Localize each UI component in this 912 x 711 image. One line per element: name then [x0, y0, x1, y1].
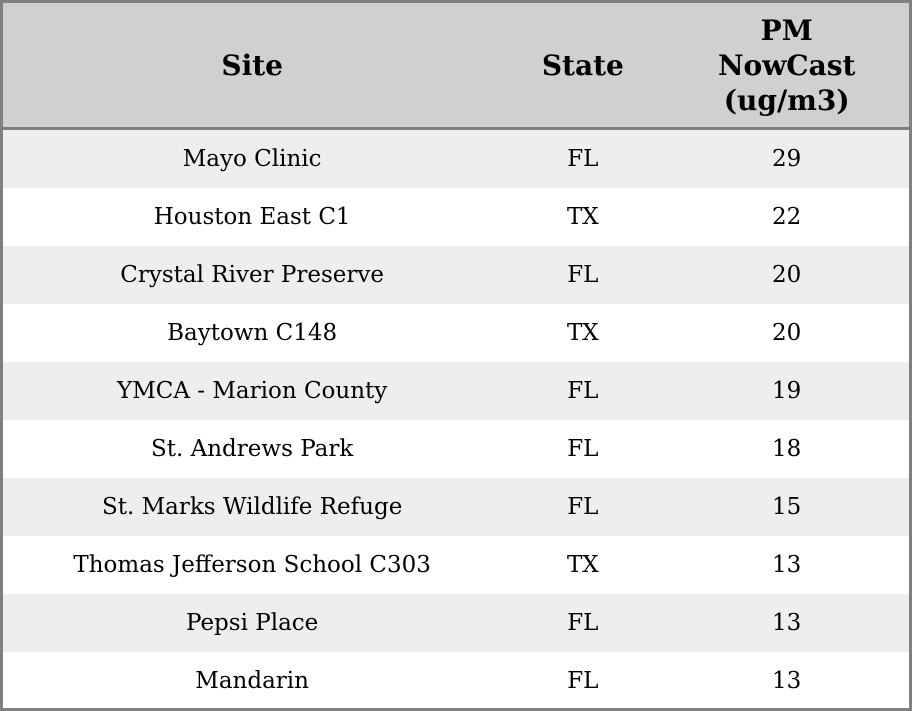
pm-cell: 20 — [772, 262, 802, 288]
pm-cell: 18 — [772, 436, 802, 462]
site-cell: Houston East C1 — [153, 204, 351, 230]
site-cell: Baytown C148 — [167, 320, 338, 346]
site-cell: Pepsi Place — [186, 610, 319, 636]
pm-cell: 13 — [772, 552, 802, 578]
table-row: St. Andrews Park FL 18 — [3, 420, 909, 478]
site-cell: St. Andrews Park — [151, 436, 354, 462]
table-row: Houston East C1 TX 22 — [3, 188, 909, 246]
table-row: St. Marks Wildlife Refuge FL 15 — [3, 478, 909, 536]
pm-cell: 29 — [772, 146, 802, 172]
table-header: Site State PM NowCast (ug/m3) — [3, 3, 909, 130]
table-row: Crystal River Preserve FL 20 — [3, 246, 909, 304]
col-header-pm-line1: PM — [760, 13, 813, 47]
pm-nowcast-table-grid: Site State PM NowCast (ug/m3) Mayo Clini… — [3, 3, 909, 708]
pm-cell: 19 — [772, 378, 802, 404]
state-cell: FL — [567, 668, 599, 694]
table-row: Pepsi Place FL 13 — [3, 594, 909, 652]
header-row: Site State PM NowCast (ug/m3) — [3, 3, 909, 130]
col-header-site: Site — [3, 3, 502, 130]
state-cell: TX — [566, 320, 599, 346]
state-cell: TX — [566, 204, 599, 230]
site-cell: St. Marks Wildlife Refuge — [101, 494, 403, 520]
state-cell: FL — [567, 146, 599, 172]
table-row: Baytown C148 TX 20 — [3, 304, 909, 362]
site-cell: Crystal River Preserve — [120, 262, 384, 288]
pm-cell: 20 — [772, 320, 802, 346]
site-cell: YMCA - Marion County — [117, 378, 388, 404]
table-row: YMCA - Marion County FL 19 — [3, 362, 909, 420]
site-cell: Mandarin — [195, 668, 309, 694]
table-row: Mandarin FL 13 — [3, 652, 909, 708]
col-header-state: State — [501, 3, 665, 130]
state-cell: FL — [567, 262, 599, 288]
pm-cell: 13 — [772, 668, 802, 694]
col-header-pm-line3: (ug/m3) — [723, 83, 850, 117]
pm-cell: 22 — [772, 204, 802, 230]
state-cell: TX — [566, 552, 599, 578]
state-cell: FL — [567, 378, 599, 404]
pm-cell: 13 — [772, 610, 802, 636]
col-header-pm-line2: NowCast — [717, 48, 856, 82]
state-cell: FL — [567, 494, 599, 520]
pm-cell: 15 — [772, 494, 802, 520]
table-row: Thomas Jefferson School C303 TX 13 — [3, 536, 909, 594]
table-body: Mayo Clinic FL 29 Houston East C1 TX 22 … — [3, 128, 909, 708]
site-cell: Mayo Clinic — [182, 146, 322, 172]
state-cell: FL — [567, 610, 599, 636]
col-header-pm-nowcast: PM NowCast (ug/m3) — [664, 3, 909, 130]
site-cell: Thomas Jefferson School C303 — [73, 552, 431, 578]
table-row: Mayo Clinic FL 29 — [3, 128, 909, 188]
state-cell: FL — [567, 436, 599, 462]
